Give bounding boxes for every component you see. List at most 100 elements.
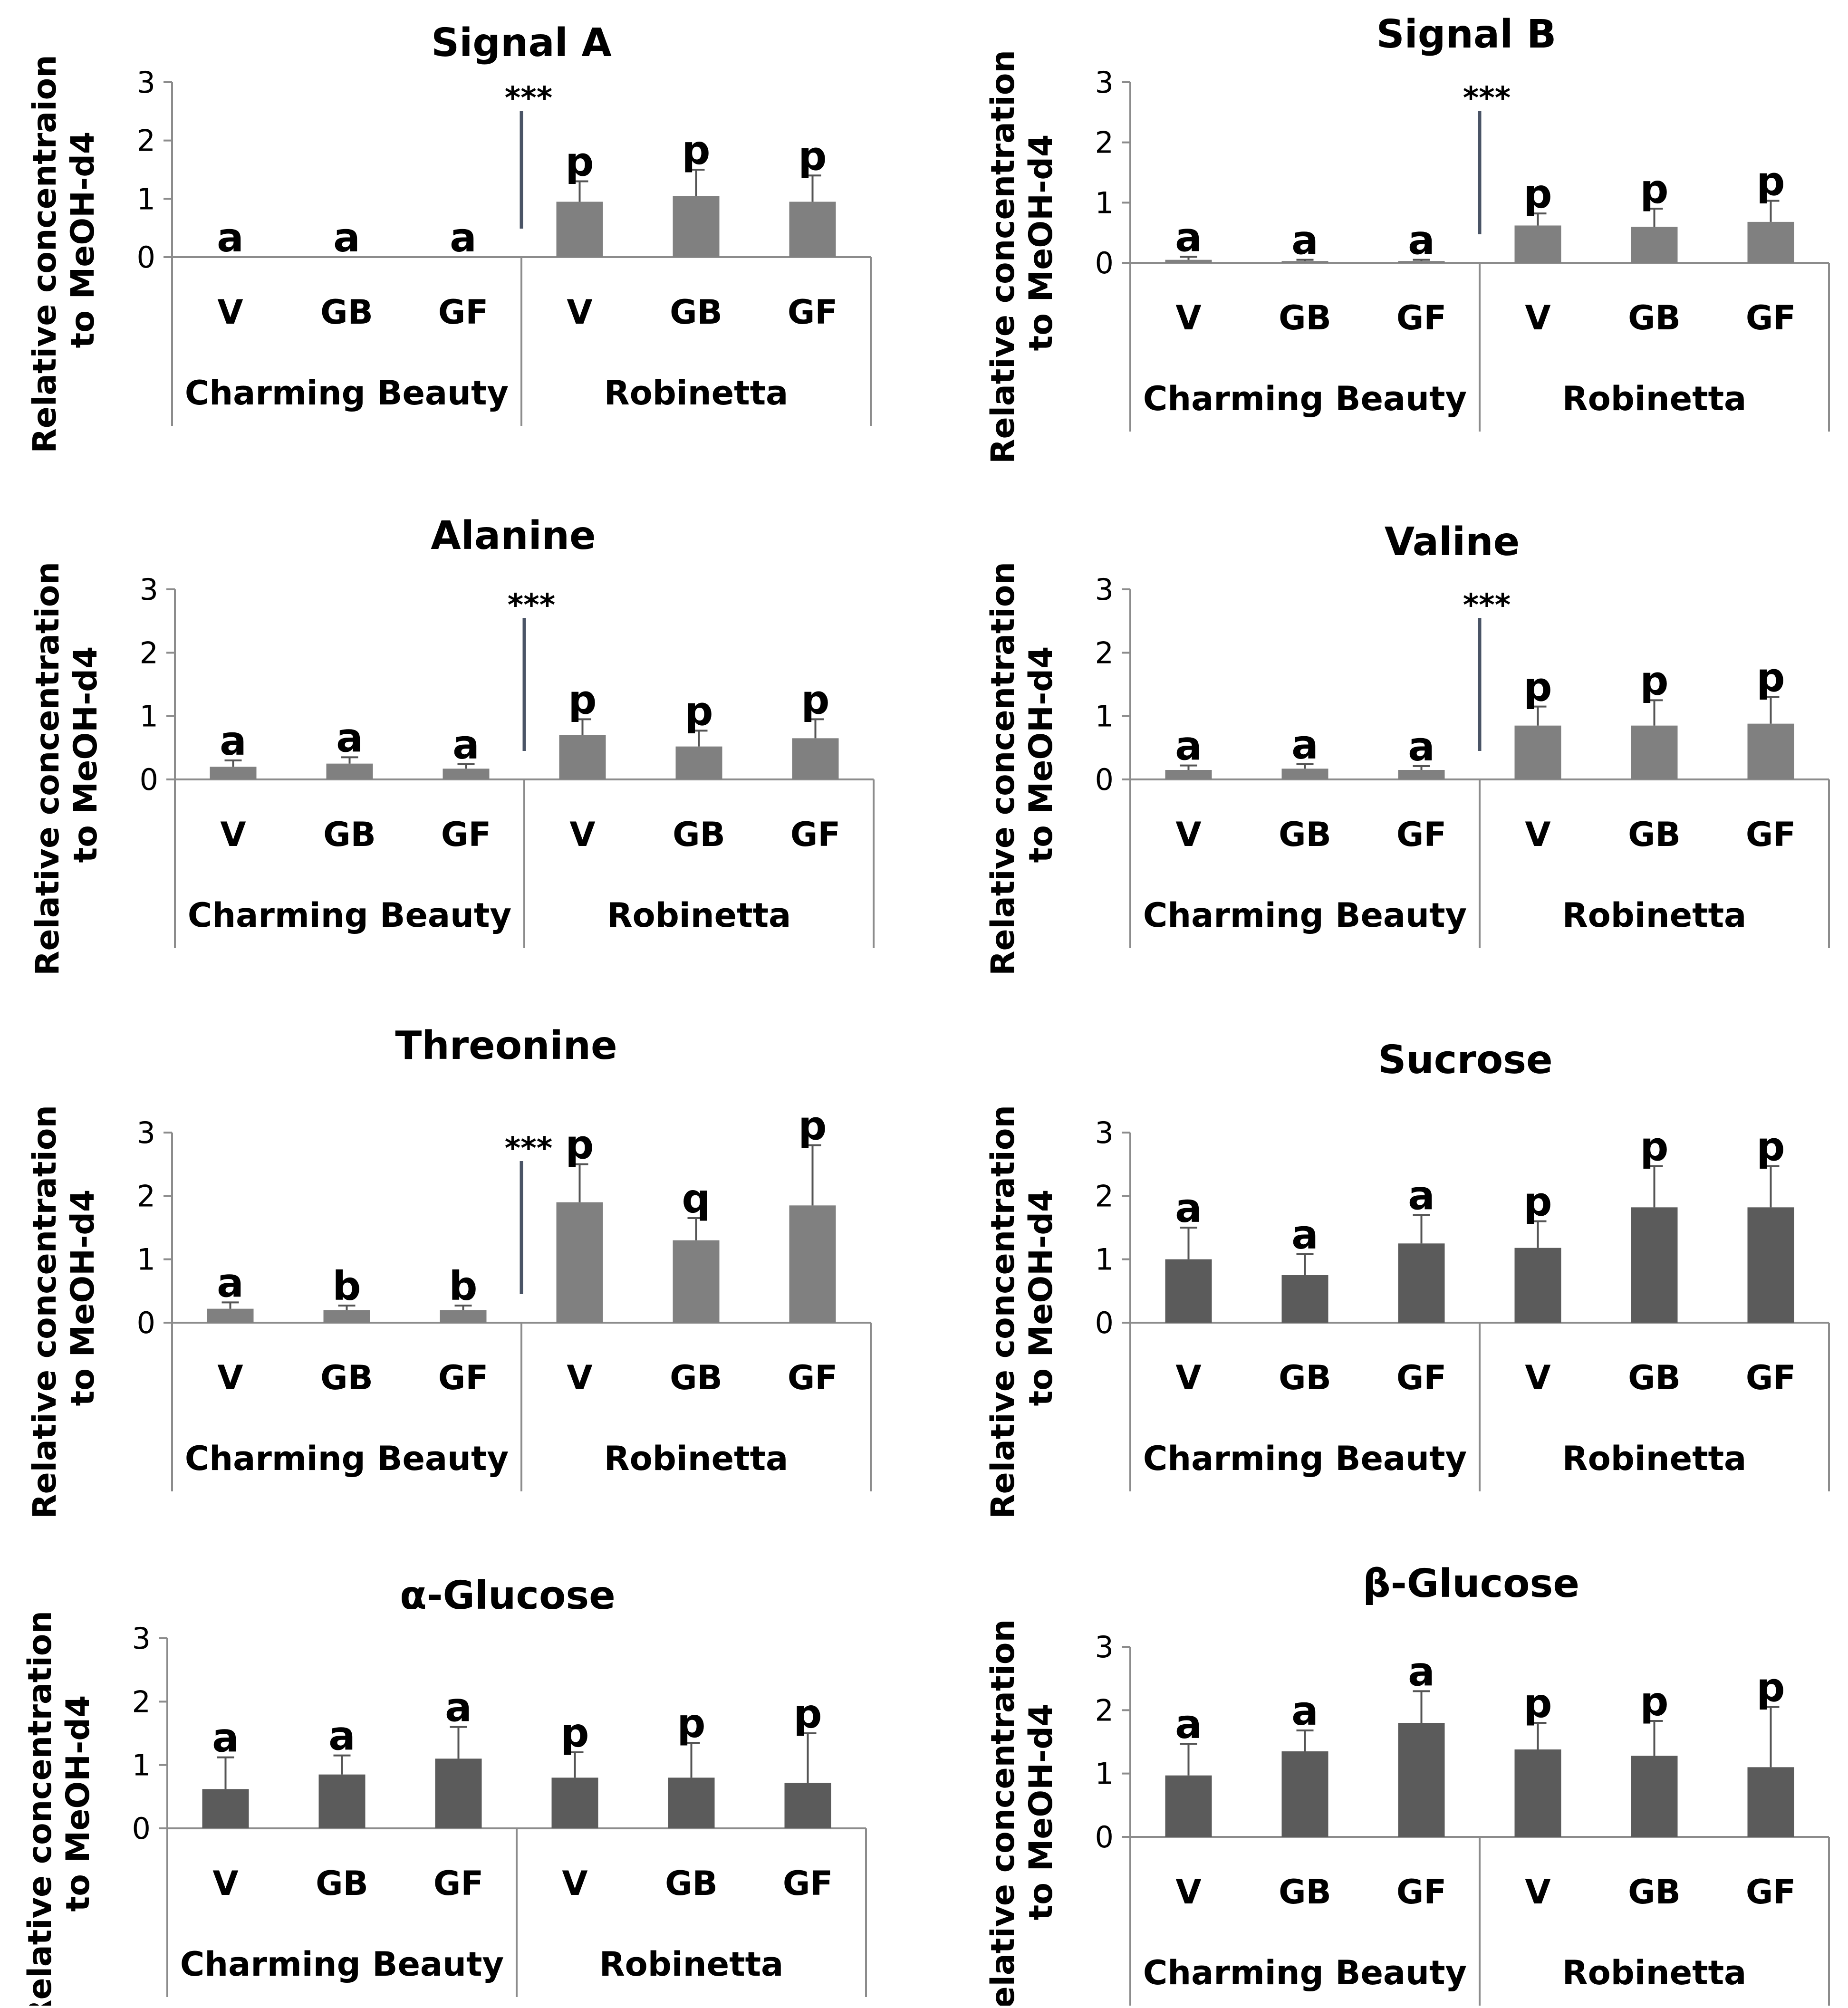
- chart5-ytick-label-2: 2: [137, 1179, 155, 1213]
- chart6-sig-letter-4: p: [1640, 1124, 1668, 1170]
- chart4-sig-letter-2: a: [1408, 723, 1435, 770]
- chart8-ylabel-line2: to MeOH-d4: [1022, 1704, 1060, 1921]
- chart7-bar-4: [668, 1777, 715, 1828]
- chart3-xtick-label-2: GF: [441, 815, 491, 854]
- chart2-xtick-label-1: GB: [1279, 298, 1331, 337]
- chart1-ytick-label-2: 2: [137, 124, 155, 158]
- chart1-bar-4: [673, 196, 720, 257]
- chart2-bar-1: [1281, 261, 1328, 263]
- chart1-sig-letter-3: p: [565, 139, 594, 185]
- chart8-bar-5: [1747, 1767, 1794, 1837]
- chart4-bar-1: [1281, 769, 1328, 779]
- chart2-group-label-0: Charming Beauty: [1143, 379, 1467, 418]
- chart1-ytick-label-0: 0: [137, 240, 155, 275]
- chart5-xtick-label-2: GF: [438, 1358, 488, 1397]
- chart5-bar-0: [207, 1308, 254, 1323]
- chart2-sig-letter-1: a: [1291, 217, 1319, 264]
- chart7-sig-letter-0: a: [212, 1715, 239, 1761]
- chart3-ylabel-line1: Relative concentration: [29, 562, 67, 976]
- chart6-bar-0: [1165, 1259, 1212, 1323]
- chart1-xtick-label-0: V: [217, 293, 243, 332]
- chart4-xtick-label-1: GB: [1279, 815, 1331, 854]
- chart3-xtick-label-0: V: [220, 815, 246, 854]
- chart8-xtick-label-3: V: [1525, 1873, 1550, 1912]
- chart5-xtick-label-3: V: [567, 1358, 592, 1397]
- chart6-bar-3: [1514, 1248, 1561, 1323]
- chart7-xtick-label-4: GB: [665, 1864, 718, 1903]
- chart7-ytick-label-1: 1: [132, 1748, 151, 1783]
- chart5-group-label-0: Charming Beauty: [185, 1439, 509, 1478]
- chart7-ytick-label-0: 0: [132, 1811, 151, 1846]
- chart8-sig-letter-1: a: [1291, 1688, 1319, 1734]
- chart1-significance-stars: ***: [505, 81, 552, 116]
- chart3-bar-1: [326, 763, 373, 779]
- chart1-ytick-label-1: 1: [137, 182, 155, 216]
- chart8-bar-0: [1165, 1775, 1212, 1837]
- chart4-ytick-label-3: 3: [1095, 572, 1114, 607]
- chart8-ytick-label-2: 2: [1095, 1693, 1114, 1728]
- chart1-sig-letter-5: p: [798, 133, 827, 179]
- chart3-xtick-label-4: GB: [673, 815, 725, 854]
- chart1-group-label-0: Charming Beauty: [185, 374, 509, 413]
- chart8-group-label-1: Robinetta: [1562, 1953, 1747, 1992]
- chart3-ytick-label-1: 1: [140, 699, 158, 734]
- chart1-ylabel-line1: Relative concentraion: [26, 55, 64, 453]
- chart5-bar-3: [556, 1202, 603, 1323]
- chart4-xtick-label-5: GF: [1746, 815, 1796, 854]
- chart5-xtick-label-0: V: [217, 1358, 243, 1397]
- chart7-ytick-label-3: 3: [132, 1621, 151, 1656]
- chart2-title: Signal B: [1376, 12, 1557, 57]
- chart6-bar-4: [1631, 1207, 1678, 1323]
- chart7-xtick-label-1: GB: [316, 1864, 368, 1903]
- chart3-ytick-label-3: 3: [140, 572, 158, 607]
- chart3-sig-letter-1: a: [336, 714, 363, 761]
- chart6-ytick-label-1: 1: [1095, 1242, 1114, 1277]
- chart6-bar-1: [1281, 1275, 1328, 1323]
- chart6-group-label-0: Charming Beauty: [1143, 1439, 1467, 1478]
- chart5-ytick-label-3: 3: [137, 1115, 155, 1150]
- chart6-xtick-label-4: GB: [1628, 1358, 1681, 1397]
- chart6-sig-letter-1: a: [1291, 1211, 1319, 1258]
- chart6-bar-5: [1747, 1207, 1794, 1323]
- chart7-sig-letter-5: p: [793, 1691, 822, 1737]
- chart8-xtick-label-0: V: [1175, 1873, 1201, 1912]
- chart6-xtick-label-5: GF: [1746, 1358, 1796, 1397]
- chart2-xtick-label-5: GF: [1746, 298, 1796, 337]
- chart6-ytick-label-0: 0: [1095, 1306, 1114, 1340]
- chart8-bar-3: [1514, 1749, 1561, 1837]
- chart8-sig-letter-0: a: [1175, 1701, 1202, 1748]
- chart7-sig-letter-1: a: [328, 1713, 356, 1759]
- chart4-sig-letter-3: p: [1523, 664, 1552, 711]
- chart2-sig-letter-5: p: [1756, 158, 1785, 205]
- chart1-ytick-label-3: 3: [137, 65, 155, 100]
- chart4-bar-2: [1398, 770, 1445, 779]
- chart3-xtick-label-5: GF: [790, 815, 840, 854]
- chart7-sig-letter-3: p: [560, 1710, 589, 1756]
- chart5-xtick-label-1: GB: [320, 1358, 373, 1397]
- chart8-sig-letter-3: p: [1523, 1680, 1552, 1727]
- chart1-bar-3: [556, 202, 603, 257]
- chart4-group-label-1: Robinetta: [1562, 896, 1747, 935]
- chart7-ytick-label-2: 2: [132, 1684, 151, 1719]
- chart8-bar-4: [1631, 1756, 1678, 1837]
- chart3-title: Alanine: [431, 513, 596, 558]
- chart3-bar-5: [792, 738, 839, 779]
- chart4-ytick-label-1: 1: [1095, 699, 1114, 734]
- chart6-xtick-label-1: GB: [1279, 1358, 1331, 1397]
- chart4-significance-stars: ***: [1463, 588, 1511, 623]
- chart5-bar-5: [789, 1205, 836, 1323]
- chart3-significance-stars: ***: [508, 588, 555, 623]
- chart4-sig-letter-1: a: [1291, 721, 1319, 768]
- chart2-sig-letter-4: p: [1640, 166, 1668, 212]
- chart8-sig-letter-5: p: [1756, 1664, 1785, 1711]
- chart8-bar-1: [1281, 1751, 1328, 1837]
- chart6-sig-letter-0: a: [1175, 1185, 1202, 1231]
- chart2-group-label-1: Robinetta: [1562, 379, 1747, 418]
- chart2-ylabel-line1: Relative concentration: [984, 50, 1022, 464]
- chart8-group-label-0: Charming Beauty: [1143, 1953, 1467, 1992]
- chart4-xtick-label-4: GB: [1628, 815, 1681, 854]
- chart7-xtick-label-2: GF: [433, 1864, 483, 1903]
- chart6-group-label-1: Robinetta: [1562, 1439, 1747, 1478]
- chart6-title: Sucrose: [1378, 1038, 1552, 1083]
- chart1-sig-letter-2: a: [450, 214, 477, 261]
